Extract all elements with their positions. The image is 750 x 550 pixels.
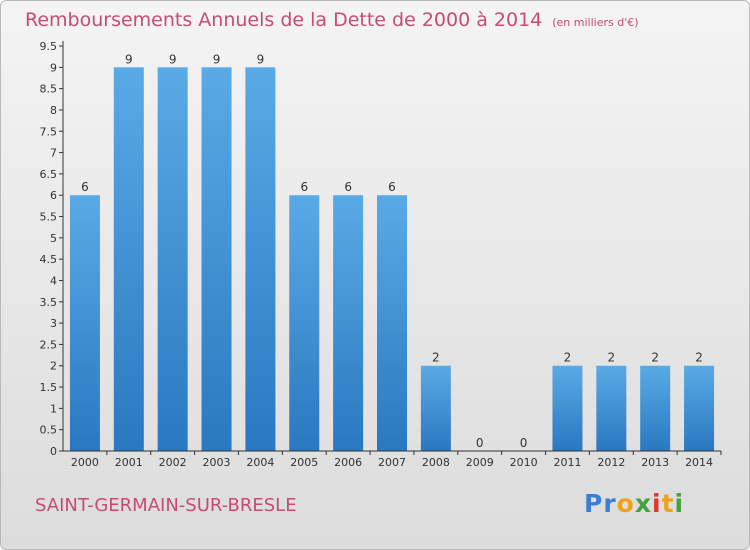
y-tick-label: 5 [50,232,57,245]
x-tick-label-2010: 2010 [510,456,538,469]
bar-2005 [289,195,320,451]
bar-2003 [201,67,232,451]
chart-title-text: Remboursements Annuels de la Dette de 20… [25,9,543,31]
x-tick-label-2014: 2014 [685,456,713,469]
data-label-2004: 9 [257,52,265,66]
x-tick-label-2007: 2007 [378,456,406,469]
data-label-2000: 6 [81,180,89,194]
data-label-2013: 2 [651,351,659,365]
x-tick-label-2008: 2008 [422,456,450,469]
bar-2002 [157,67,188,451]
y-tick-label: 5.5 [40,211,58,224]
y-axis: 0 0.5 1 1.5 2 2.5 3 3.5 4 4.5 5 5.5 6 6.5 7 7.5 8 8.5 9 9.5 [40,40,64,458]
bar-2008 [420,365,451,451]
x-tick-label-2001: 2001 [115,456,143,469]
y-tick-label: 6.5 [40,168,58,181]
y-tick-label: 3 [50,317,57,330]
x-tick-label-2011: 2011 [553,456,581,469]
y-tick-label: 9 [50,61,57,74]
x-tick-label-2004: 2004 [246,456,274,469]
bar-2013 [640,365,671,451]
data-label-2008: 2 [432,351,440,365]
bar-2014 [684,365,715,451]
y-tick-label: 7.5 [40,125,58,138]
y-tick-label: 8.5 [40,83,58,96]
y-tick-label: 3.5 [40,296,58,309]
data-label-2011: 2 [564,351,572,365]
x-tick-label-2006: 2006 [334,456,362,469]
y-tick-label: 0 [50,445,57,458]
data-label-2006: 6 [344,180,352,194]
y-tick-label: 6 [50,189,57,202]
data-label-2002: 9 [169,52,177,66]
bar-2011 [552,365,583,451]
y-tick-label: 2.5 [40,338,58,351]
data-label-2010: 0 [520,436,528,450]
y-tick-label: 1.5 [40,381,58,394]
y-tick-label: 2 [50,360,57,373]
data-label-2007: 6 [388,180,396,194]
x-tick-label-2002: 2002 [159,456,187,469]
bar-2004 [245,67,276,451]
y-tick-label: 7 [50,147,57,160]
x-tick-label-2013: 2013 [641,456,669,469]
y-tick-label: 0.5 [40,424,58,437]
x-tick-label-2009: 2009 [466,456,494,469]
x-axis: 2000 2001 2002 2003 2004 2005 2006 2007 2008 2009… [63,450,722,469]
data-label-2001: 9 [125,52,133,66]
chart-unit: (en milliers d'€) [552,16,639,29]
x-tick-label-2012: 2012 [597,456,625,469]
bars: 6 9 9 9 9 6 6 6 2 0 0 2 2 2 2 [69,52,715,451]
bar-2006 [333,195,364,451]
chart-title: Remboursements Annuels de la Dette de 20… [25,9,639,31]
commune-name: SAINT-GERMAIN-SUR-BRESLE [35,495,297,516]
data-label-2012: 2 [608,351,616,365]
x-tick-label-2003: 2003 [203,456,231,469]
bar-2012 [596,365,627,451]
bar-2001 [113,67,144,451]
bar-2007 [377,195,407,451]
x-tick-label-2000: 2000 [71,456,99,469]
y-tick-label: 9.5 [40,40,58,53]
y-tick-label: 4 [50,274,57,287]
x-tick-label-2005: 2005 [290,456,318,469]
y-tick-label: 8 [50,104,57,117]
y-tick-label: 1 [50,402,57,415]
data-label-2014: 2 [695,351,703,365]
y-tick-label: 4.5 [40,253,58,266]
proxiti-logo: Proxiti [584,489,685,518]
bar-2000 [69,195,100,451]
data-label-2009: 0 [476,436,484,450]
data-label-2003: 9 [213,52,221,66]
data-label-2005: 6 [300,180,308,194]
